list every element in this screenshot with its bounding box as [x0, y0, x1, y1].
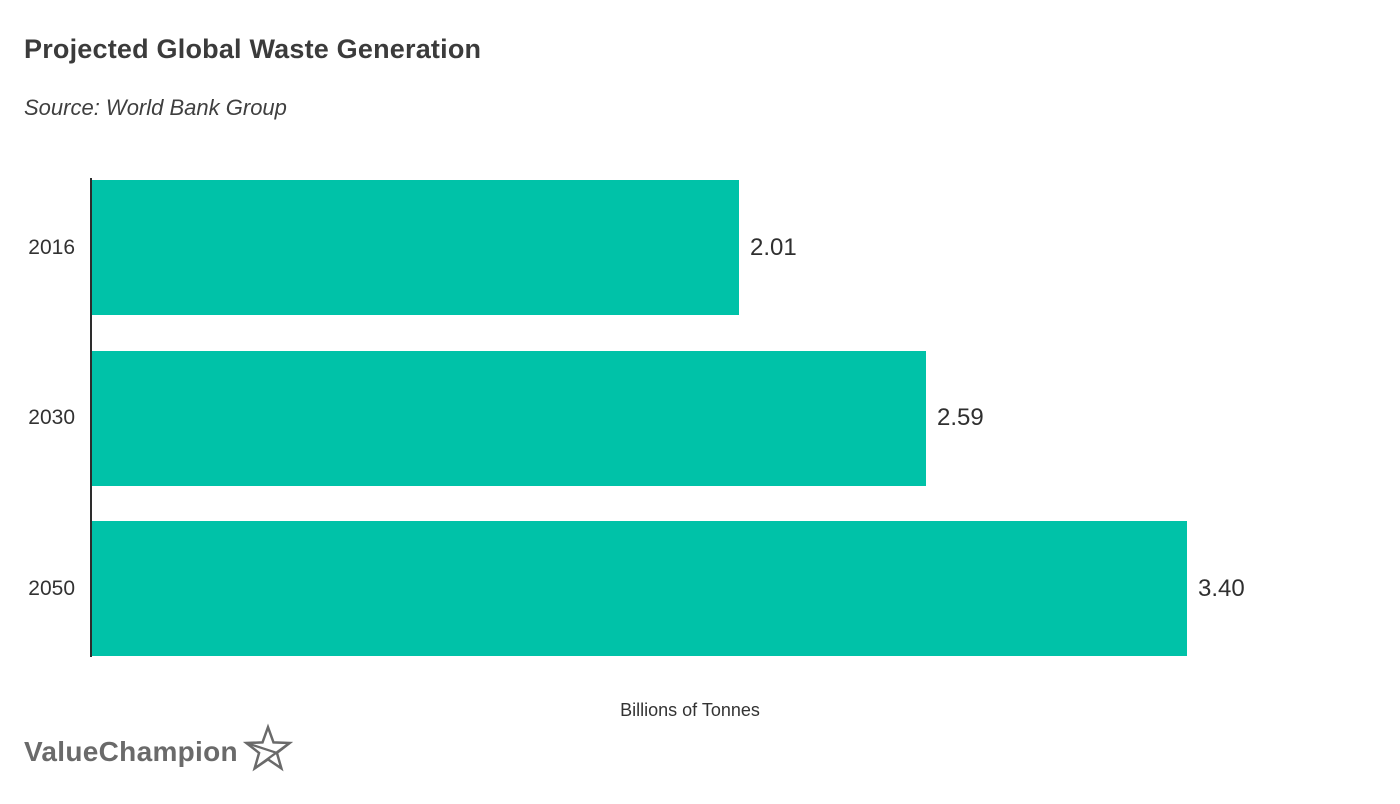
bar-value-label-2016: 2.01: [750, 233, 797, 261]
chart-title: Projected Global Waste Generation: [24, 34, 482, 64]
x-axis-title: Billions of Tonnes: [620, 700, 760, 720]
bar-2016: [92, 180, 739, 315]
bar-row: 2050 3.40: [0, 521, 1400, 656]
bar-row: 2030 2.59: [0, 350, 1400, 486]
valuechampion-logo: ValueChampion: [24, 723, 294, 778]
bar-2050: [92, 521, 1187, 656]
y-tick-label-2050: 2050: [28, 576, 75, 600]
y-tick-label-2030: 2030: [28, 406, 75, 429]
logo-text: ValueChampion: [24, 736, 238, 767]
y-tick-label-2016: 2016: [28, 235, 75, 259]
bar-value-label-2050: 3.40: [1198, 574, 1245, 602]
bar-row: 2016 2.01: [0, 180, 1400, 315]
star-icon: [242, 723, 294, 772]
y-axis-line: [90, 178, 92, 657]
bar-value-label-2030: 2.59: [937, 404, 984, 431]
bar-2030: [92, 350, 926, 486]
chart-source: Source: World Bank Group: [24, 95, 287, 120]
